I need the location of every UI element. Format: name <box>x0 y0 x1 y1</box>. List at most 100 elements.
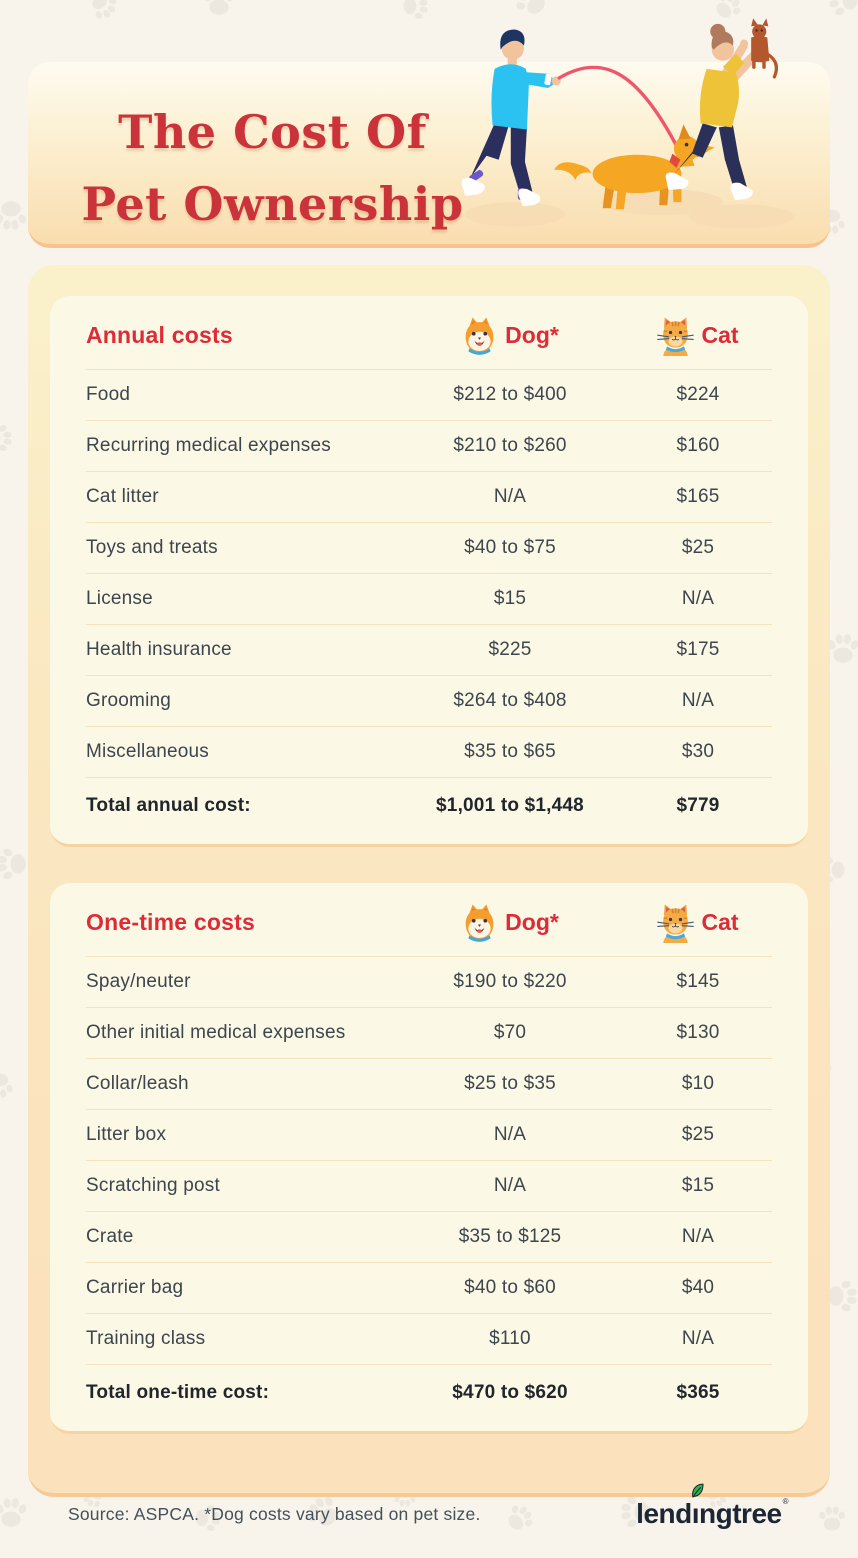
table-row: Grooming $264 to $408 N/A <box>86 676 772 727</box>
paw-print-icon <box>855 75 858 112</box>
annual-costs-rows: Food $212 to $400 $224 Recurring medical ex… <box>86 370 772 778</box>
dog-value: $264 to $408 <box>453 690 567 711</box>
content-wrapper: Annual costs Dog* Cat Food $212 to $400 $2… <box>28 265 830 1528</box>
dog-column-header: Dog* <box>396 316 624 356</box>
paw-print-icon <box>283 0 320 3</box>
dog-value: $15 <box>493 588 527 609</box>
dog-value: $110 <box>489 1328 531 1349</box>
dog-column-header: Dog* <box>396 903 624 943</box>
paw-print-icon <box>0 1493 30 1531</box>
table-row: Collar/leash $25 to $35 $10 <box>86 1059 772 1110</box>
total-label: Total annual cost: <box>86 795 251 816</box>
total-label: Total one-time cost: <box>86 1382 270 1403</box>
cat-column-label: Cat <box>701 909 739 935</box>
row-label: Other initial medical expenses <box>86 1022 346 1043</box>
annual-costs-header-row: Annual costs Dog* Cat <box>86 302 772 370</box>
dog-value: $210 to $260 <box>453 435 567 456</box>
page-title: The Cost Of Pet Ownership <box>80 96 465 240</box>
cat-value: $175 <box>676 639 720 660</box>
row-label: License <box>86 588 153 609</box>
dog-value: $212 to $400 <box>453 384 567 405</box>
table-row: Miscellaneous $35 to $65 $30 <box>86 727 772 778</box>
dog-value: $25 to $35 <box>464 1073 556 1094</box>
cat-value: $224 <box>676 384 720 405</box>
table-row: Scratching post N/A $15 <box>86 1161 772 1212</box>
paw-print-icon <box>0 422 16 454</box>
table-row: Recurring medical expenses $210 to $260 $1… <box>86 421 772 472</box>
dog-value: $70 <box>493 1022 527 1043</box>
paw-print-icon <box>0 197 30 235</box>
cat-value: $25 <box>681 1124 715 1145</box>
logo-text-part2: ngtree <box>699 1498 782 1529</box>
table-row: Food $212 to $400 $224 <box>86 370 772 421</box>
paw-print-icon <box>855 723 858 760</box>
one-time-total-row: Total one-time cost: $470 to $620 $365 <box>86 1365 772 1421</box>
dog-value: $40 to $60 <box>464 1277 556 1298</box>
cat-value: $10 <box>681 1073 715 1094</box>
cat-value: N/A <box>681 588 715 609</box>
cat-column-header: Cat <box>624 316 772 356</box>
cat-figure <box>751 18 778 79</box>
total-dog-value: $470 to $620 <box>452 1382 568 1403</box>
row-label: Toys and treats <box>86 537 218 558</box>
dog-value: N/A <box>493 1175 527 1196</box>
cat-face-icon <box>657 903 695 943</box>
total-cat-value: $779 <box>676 795 720 816</box>
table-row: Litter box N/A $25 <box>86 1110 772 1161</box>
paw-print-icon <box>0 1268 2 1294</box>
leash <box>557 65 679 148</box>
leaf-icon <box>691 1483 704 1499</box>
cat-value: $160 <box>676 435 720 456</box>
dog-value: $190 to $220 <box>453 971 567 992</box>
dog-column-label: Dog* <box>505 322 559 348</box>
paw-print-icon <box>0 1070 16 1102</box>
one-time-costs-table: One-time costs Dog* Cat Spay/neuter $190 … <box>50 883 808 1434</box>
row-label: Miscellaneous <box>86 741 209 762</box>
row-label: Cat litter <box>86 486 159 507</box>
lendingtree-logo: lend ı ngtree ® <box>636 1483 789 1529</box>
page-title-line2: Pet Ownership <box>81 177 464 231</box>
logo-registered-mark: ® <box>782 1497 789 1506</box>
total-dog-value: $1,001 to $1,448 <box>436 795 584 816</box>
cat-column-label: Cat <box>701 322 739 348</box>
dog-value: N/A <box>493 486 527 507</box>
annual-costs-title: Annual costs <box>86 322 233 348</box>
paw-print-icon <box>81 0 126 29</box>
dog-face-icon <box>465 904 494 942</box>
hero-illustration <box>461 18 794 229</box>
cat-value: $165 <box>676 486 720 507</box>
table-row: License $15 N/A <box>86 574 772 625</box>
cat-value: $145 <box>676 971 720 992</box>
cat-value: N/A <box>681 1226 715 1247</box>
table-row: Health insurance $225 $175 <box>86 625 772 676</box>
cat-face-icon <box>657 316 695 356</box>
paw-print-icon <box>400 0 432 22</box>
paw-print-icon <box>0 845 30 883</box>
total-cat-value: $365 <box>676 1382 720 1403</box>
paw-print-icon <box>816 1502 848 1534</box>
row-label: Litter box <box>86 1124 167 1145</box>
one-time-costs-title: One-time costs <box>86 909 255 935</box>
one-time-costs-rows: Spay/neuter $190 to $220 $145 Other initial… <box>86 957 772 1365</box>
table-row: Other initial medical expenses $70 $130 <box>86 1008 772 1059</box>
table-row: Cat litter N/A $165 <box>86 472 772 523</box>
cat-value: $15 <box>681 1175 715 1196</box>
man-figure <box>461 29 561 207</box>
cat-value: $40 <box>681 1277 715 1298</box>
source-note: Source: ASPCA. *Dog costs vary based on … <box>68 1503 481 1524</box>
row-label: Grooming <box>86 690 172 711</box>
row-label: Food <box>86 384 131 405</box>
table-row: Training class $110 N/A <box>86 1314 772 1365</box>
cat-column-header: Cat <box>624 903 772 943</box>
one-time-costs-header-row: One-time costs Dog* Cat <box>86 889 772 957</box>
cat-value: N/A <box>681 1328 715 1349</box>
dog-column-label: Dog* <box>505 909 559 935</box>
logo-dotless-i: ı <box>692 1483 704 1528</box>
paw-print-icon <box>200 0 238 19</box>
row-label: Collar/leash <box>86 1073 189 1094</box>
paw-print-icon <box>855 1371 858 1408</box>
cat-value: $25 <box>681 537 715 558</box>
header-card: The Cost Of Pet Ownership <box>28 18 830 248</box>
cat-value: $30 <box>681 741 715 762</box>
dog-value: $225 <box>488 639 532 660</box>
